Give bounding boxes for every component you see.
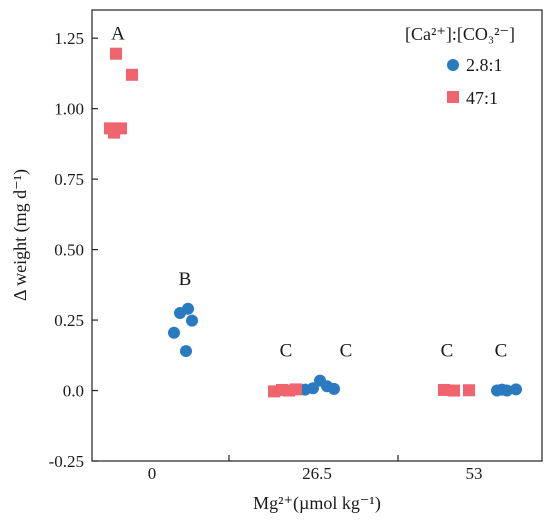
data-point-square — [126, 68, 138, 81]
y-axis-title: Δ weight (mg d⁻¹) — [10, 169, 31, 301]
y-tick-label: 0.75 — [54, 170, 84, 189]
data-point-square — [110, 47, 122, 60]
data-point-circle — [182, 302, 194, 315]
data-point-square — [438, 383, 450, 396]
data-point-square — [115, 122, 127, 135]
y-tick-label: 0.50 — [54, 241, 84, 260]
y-tick-label: 0.25 — [54, 311, 84, 330]
data-point-square — [463, 384, 475, 397]
data-point-circle — [186, 314, 198, 327]
data-points — [104, 47, 522, 398]
legend-marker-square — [447, 91, 459, 103]
y-axis: -0.25 0.0 0.25 0.50 0.75 1.00 1.25 — [49, 29, 98, 471]
group-label: C — [495, 341, 508, 362]
data-point-circle — [168, 326, 180, 339]
group-label: B — [179, 269, 192, 290]
data-point-circle — [307, 382, 319, 395]
group-label: A — [111, 24, 125, 45]
y-tick-label: 0.0 — [63, 382, 84, 401]
legend-marker-circle — [447, 59, 459, 71]
data-point-circle — [180, 345, 192, 358]
x-tick-label: 26.5 — [302, 464, 332, 483]
data-point-square — [448, 384, 460, 397]
x-tick-label: 53 — [466, 464, 483, 483]
legend: [Ca²⁺]:[CO₃²⁻] 2.8:1 47:1 — [405, 24, 515, 108]
plot-frame — [91, 9, 543, 462]
data-point-circle — [328, 382, 340, 395]
group-label: C — [280, 341, 293, 362]
legend-entry: 47:1 — [466, 88, 498, 108]
data-point-circle — [501, 384, 513, 397]
y-tick-label: -0.25 — [49, 452, 84, 471]
y-tick-label: 1.25 — [54, 29, 84, 48]
legend-entry: 2.8:1 — [466, 55, 503, 75]
x-axis-title: Mg²⁺(µmol kg⁻¹) — [253, 493, 381, 514]
group-labels: A B C C C C — [111, 24, 507, 362]
legend-title: [Ca²⁺]:[CO₃²⁻] — [405, 24, 515, 44]
x-tick-label: 0 — [148, 464, 157, 483]
x-axis: 0 26.5 53 — [148, 455, 483, 483]
data-point-circle — [510, 383, 522, 396]
y-tick-label: 1.00 — [54, 100, 84, 119]
group-label: C — [441, 341, 454, 362]
group-label: C — [340, 341, 353, 362]
data-point-square — [290, 383, 302, 396]
